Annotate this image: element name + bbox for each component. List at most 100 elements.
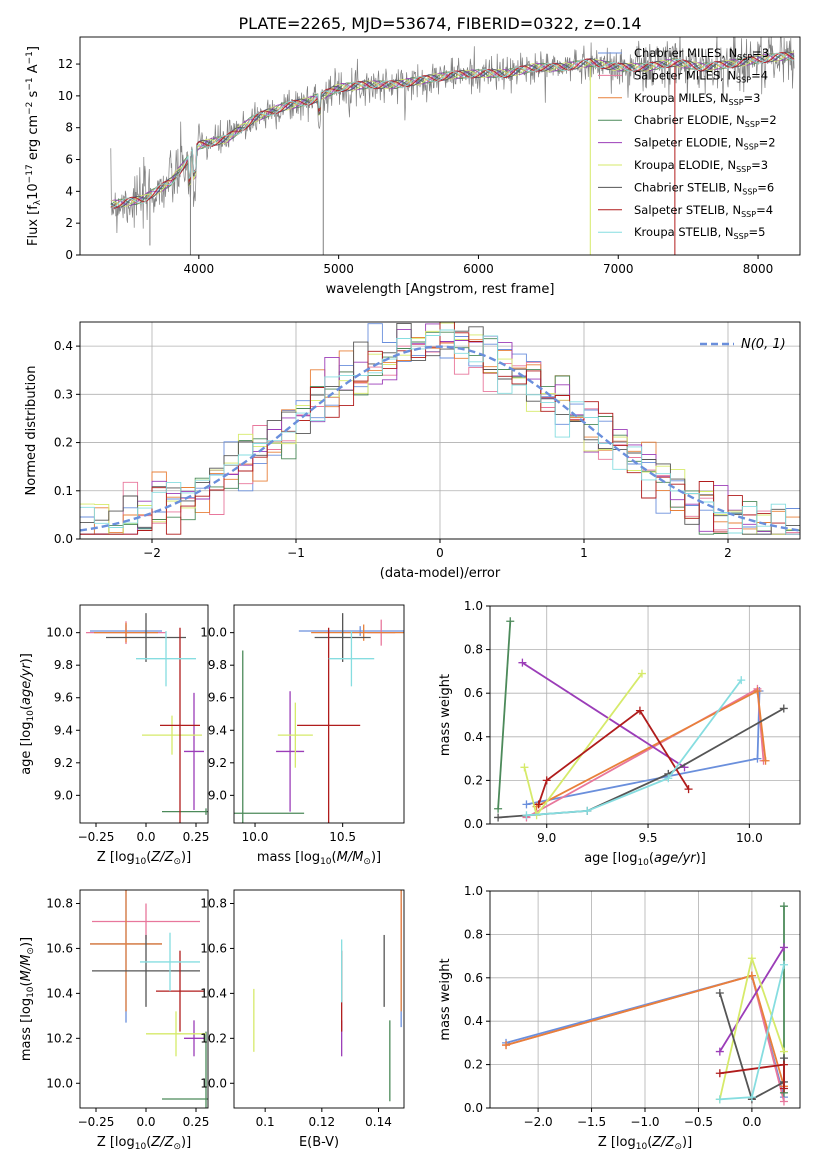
weight-point-kroupa_stelib (779, 960, 788, 969)
x-axis-label-part: 10 (636, 1142, 648, 1152)
legend-subscript: SSP (744, 143, 759, 152)
y-tick-label: 1.0 (464, 599, 483, 613)
x-tick-label: 0.12 (308, 1115, 335, 1129)
y-tick-label: 10.4 (46, 986, 73, 1000)
legend-label: Chabrier MILES, NSSP=3 (634, 46, 769, 62)
weight-point-chabrier_stelib (779, 704, 788, 713)
legend-count: =3 (752, 46, 769, 60)
x-axis-label-part: age [log (584, 851, 637, 866)
weight-line-salpeter_miles (526, 687, 765, 819)
axes-frame (79, 889, 209, 1109)
weight-line-chabrier_elodie (497, 621, 512, 809)
weight-point-kroupa_elodie (747, 954, 756, 963)
legend-model: Kroupa ELODIE, N (634, 158, 736, 172)
y-tick-label: 9.0 (208, 788, 227, 802)
x-axis-label-part: Z/Z (150, 850, 174, 865)
weight-point-chabrier_elodie (494, 804, 503, 813)
y-tick-label: 10.2 (46, 1031, 73, 1045)
legend-count: =2 (760, 113, 777, 127)
y-axis-label-part: erg cm (26, 115, 41, 164)
y-tick-label: 9.2 (54, 756, 73, 770)
weight-point-chabrier_stelib (715, 988, 724, 997)
legend-model: Salpeter ELODIE, N (634, 136, 744, 150)
weight-point-salpeter_stelib (715, 1069, 724, 1078)
weight-point-salpeter_stelib (534, 800, 543, 809)
y-tick-label: 9.6 (54, 691, 73, 705)
weight-point-kroupa_stelib (737, 676, 746, 685)
y-tick-label: 1.0 (464, 884, 483, 898)
y-tick-label: 10 (58, 89, 73, 103)
y-axis-label-part: s (26, 90, 41, 101)
legend-subscript: SSP (734, 232, 749, 241)
axes-frame (233, 604, 405, 824)
x-axis-label: age [log10(age/yr)] (584, 851, 706, 868)
x-axis-label-part: )] (371, 850, 381, 865)
legend-subscript: SSP (736, 165, 751, 174)
x-axis-label-part: ⊙ (173, 857, 181, 867)
x-tick-label: 5000 (323, 262, 354, 276)
y-tick-label: 12 (58, 57, 73, 71)
y-tick-label: 0 (65, 248, 73, 262)
y-tick-label: 10.2 (200, 1031, 227, 1045)
legend-count: =4 (751, 68, 768, 82)
y-axis-label: age [log10(age/yr)] (19, 653, 36, 775)
legend-model: Chabrier ELODIE, N (634, 113, 745, 127)
y-tick-label: 10.8 (200, 896, 227, 910)
weight-point-chabrier_elodie (506, 617, 515, 626)
weight_vs_Z-plot-area (502, 902, 788, 1106)
weight-point-kroupa_stelib (583, 806, 592, 815)
x-tick-label: −1.0 (630, 1115, 659, 1129)
weight-point-kroupa_miles (753, 687, 762, 696)
x-axis-label-part: ⊙ (173, 1142, 181, 1152)
x-axis-label-part: Z [log (598, 1135, 636, 1150)
y-axis-label-part: mass weight (438, 674, 453, 756)
x-tick-label: −2 (143, 546, 161, 560)
y-tick-label: 0.4 (464, 1014, 483, 1028)
weight-point-salpeter_elodie (779, 943, 788, 952)
x-axis-label-part: ( (146, 850, 151, 865)
x-axis-label-part: Z/Z (651, 1135, 675, 1150)
x-axis-label-part: ( (647, 1135, 652, 1150)
x-tick-label: 0.1 (256, 1115, 275, 1129)
x-axis-label-part: )] (682, 1135, 692, 1150)
y-axis-label-part: )] (19, 653, 34, 663)
y-axis-label-part: A (26, 64, 41, 77)
legend-label: Kroupa STELIB, NSSP=5 (634, 225, 765, 241)
x-axis-label-part: )] (181, 1135, 191, 1150)
weight-point-chabrier_miles (522, 800, 531, 809)
legend-label: Chabrier ELODIE, NSSP=2 (634, 113, 777, 129)
y-axis-label-part: Flux [f (26, 205, 41, 246)
x-axis-label-part: ⊙ (363, 857, 371, 867)
mass_vs_ebv-plot-area (253, 890, 402, 1102)
residuals-panel: −2 −1 0 1 2 0.0 0.1 0.2 0.3 0.4 N(0, 1) (data-model… (24, 321, 801, 581)
legend-subscript: SSP (742, 187, 757, 196)
y-tick-label: 0.4 (464, 730, 483, 744)
weight-point-salpeter_stelib (542, 776, 551, 785)
legend-label: Salpeter MILES, NSSP=4 (634, 68, 768, 84)
y-axis-label-part: ( (19, 981, 34, 986)
x-tick-label: 10.0 (736, 831, 763, 845)
x-tick-label: 10.5 (329, 830, 356, 844)
legend-subscript: SSP (741, 210, 756, 219)
x-axis-label-part: 10 (637, 858, 649, 868)
y-tick-label: 10.0 (46, 626, 73, 640)
x-axis-label: wavelength [Angstrom, rest frame] (326, 282, 555, 297)
y-axis-label-part: ⊙ (26, 947, 36, 955)
y-tick-label: 0.4 (54, 339, 73, 353)
y-axis-label: Normed distribution (24, 366, 39, 496)
legend-model: Chabrier STELIB, N (634, 180, 742, 194)
weight-point-chabrier_elodie (779, 902, 788, 911)
x-tick-label: −0.25 (78, 830, 115, 844)
y-tick-label: 0.8 (464, 643, 483, 657)
y-tick-label: 9.4 (208, 723, 227, 737)
weight-point-kroupa_stelib (522, 811, 531, 820)
y-axis-label-part: age/yr (19, 662, 34, 705)
y-tick-label: 0.2 (464, 773, 483, 787)
weight_vs_Z-panel: −2.0 −1.5 −1.0 −0.5 0.0 0.0 0.2 0.4 0.6 0.8 1.0 Z [… (438, 884, 801, 1152)
x-axis-label: E(B-V) (299, 1135, 339, 1150)
weight-point-kroupa_stelib (747, 1093, 756, 1102)
y-axis-label-part: 10 (26, 183, 41, 200)
weight-line-salpeter_elodie (719, 946, 785, 1053)
